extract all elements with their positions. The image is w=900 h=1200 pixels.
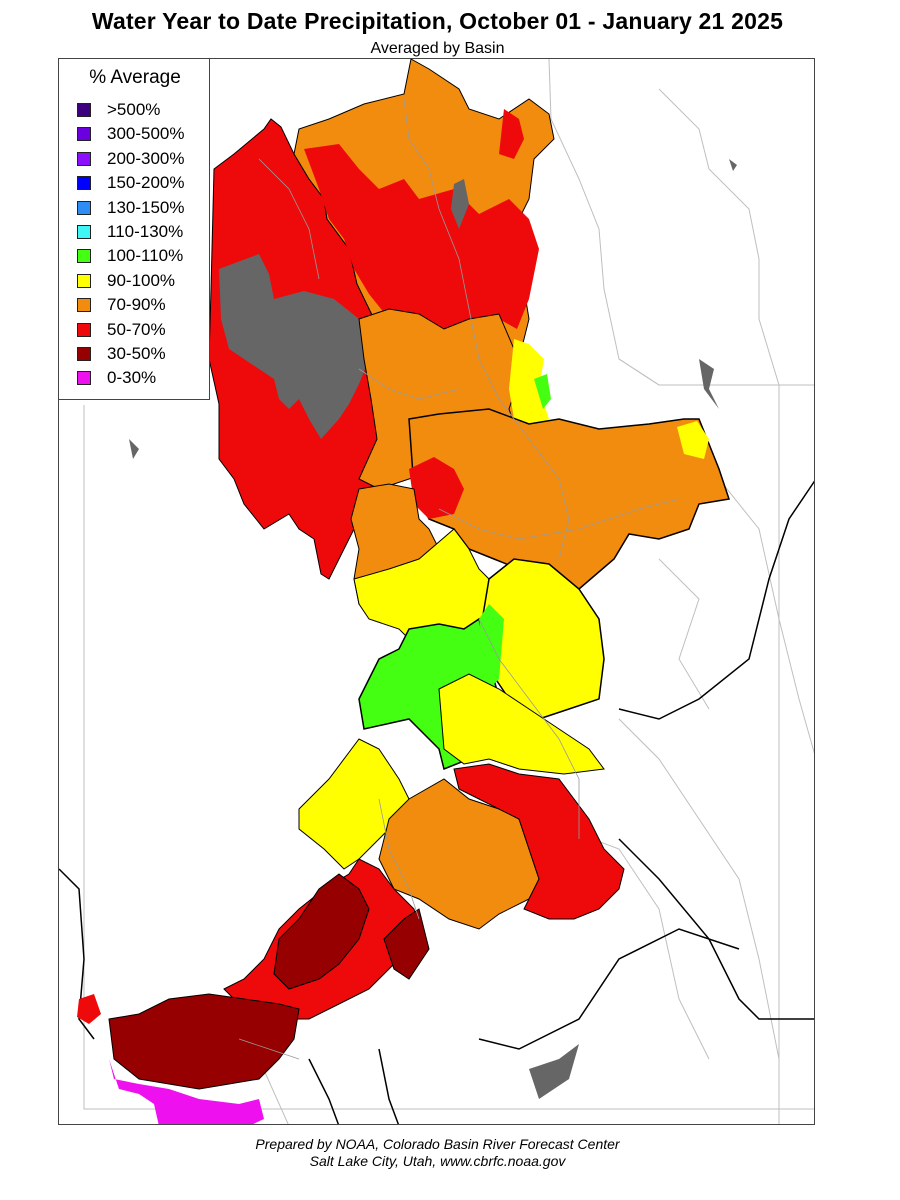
legend-label: 30-50% xyxy=(107,344,166,363)
red-patch-north xyxy=(304,144,539,359)
legend-item: 90-100% xyxy=(77,270,175,292)
legend-item: 150-200% xyxy=(77,172,185,194)
yellow-patch-east xyxy=(677,421,709,459)
footer-credit: Prepared by NOAA, Colorado Basin River F… xyxy=(255,1136,620,1152)
legend-label: 100-110% xyxy=(107,246,184,266)
red-patch-sw-edge xyxy=(77,994,101,1024)
red-patch-central xyxy=(409,457,464,519)
legend-label: 130-150% xyxy=(107,197,185,217)
legend-label: 300-500% xyxy=(107,124,185,144)
legend-label: 200-300% xyxy=(107,148,185,168)
legend-item: 30-50% xyxy=(77,343,166,365)
page-subtitle: Averaged by Basin xyxy=(370,40,505,57)
legend-label: 70-90% xyxy=(107,295,166,315)
legend-swatch xyxy=(77,249,91,264)
basin-duchesne xyxy=(408,408,730,590)
legend-item: 130-150% xyxy=(77,197,185,219)
page-title: Water Year to Date Precipitation, Octobe… xyxy=(91,8,784,34)
basin-map-svg xyxy=(59,59,814,1124)
region-lines xyxy=(59,480,814,1124)
legend-swatch xyxy=(77,322,91,337)
legend-swatch xyxy=(77,225,91,239)
legend-title: % Average xyxy=(89,67,181,88)
basin-lower-virgin xyxy=(109,1059,264,1124)
legend-swatch xyxy=(77,347,91,361)
legend-item: 100-110% xyxy=(77,245,183,267)
green-patch-center xyxy=(534,374,551,409)
legend-swatch xyxy=(77,298,91,313)
legend-label: 110-130% xyxy=(107,222,184,241)
great-salt-lake xyxy=(219,254,369,439)
legend-swatch xyxy=(77,103,91,117)
legend-swatch xyxy=(77,371,91,386)
basin-virgin xyxy=(108,993,300,1090)
yellow-patch-center xyxy=(509,339,549,429)
legend-item: 110-130% xyxy=(77,221,183,243)
legend-label: 90-100% xyxy=(107,270,176,290)
basin-dirty-devil xyxy=(438,673,605,775)
precipitation-map xyxy=(58,58,815,1125)
lakes xyxy=(129,159,737,1099)
legend-item: 0-30% xyxy=(77,367,156,389)
legend-label: 50-70% xyxy=(107,319,166,339)
legend-swatch xyxy=(77,176,91,191)
legend-swatch xyxy=(77,127,91,142)
footer-location: Salt Lake City, Utah, www.cbrfc.noaa.gov xyxy=(309,1153,566,1169)
legend-swatch xyxy=(77,151,91,166)
legend-label: 150-200% xyxy=(107,173,185,193)
legend-swatch xyxy=(77,273,91,288)
basin-paria xyxy=(383,908,430,980)
legend-item: 50-70% xyxy=(77,319,166,341)
legend-item: 70-90% xyxy=(77,294,166,316)
legend-swatch xyxy=(77,200,91,215)
legend-label: 0-30% xyxy=(107,368,157,388)
legend-label: >500% xyxy=(107,100,161,119)
legend: % Average >500% 300-500% 200-300% 150-200% 1… xyxy=(58,58,210,400)
legend-item: >500% xyxy=(77,99,160,121)
basin-kanab xyxy=(273,873,370,990)
grey-patch-north xyxy=(451,179,469,229)
green-patch-price xyxy=(479,604,504,689)
red-patch-ne xyxy=(499,109,524,159)
rivers xyxy=(238,98,680,1060)
legend-item: 300-500% xyxy=(77,123,185,145)
legend-item: 200-300% xyxy=(77,148,185,170)
basin-san-juan-west xyxy=(453,763,625,920)
